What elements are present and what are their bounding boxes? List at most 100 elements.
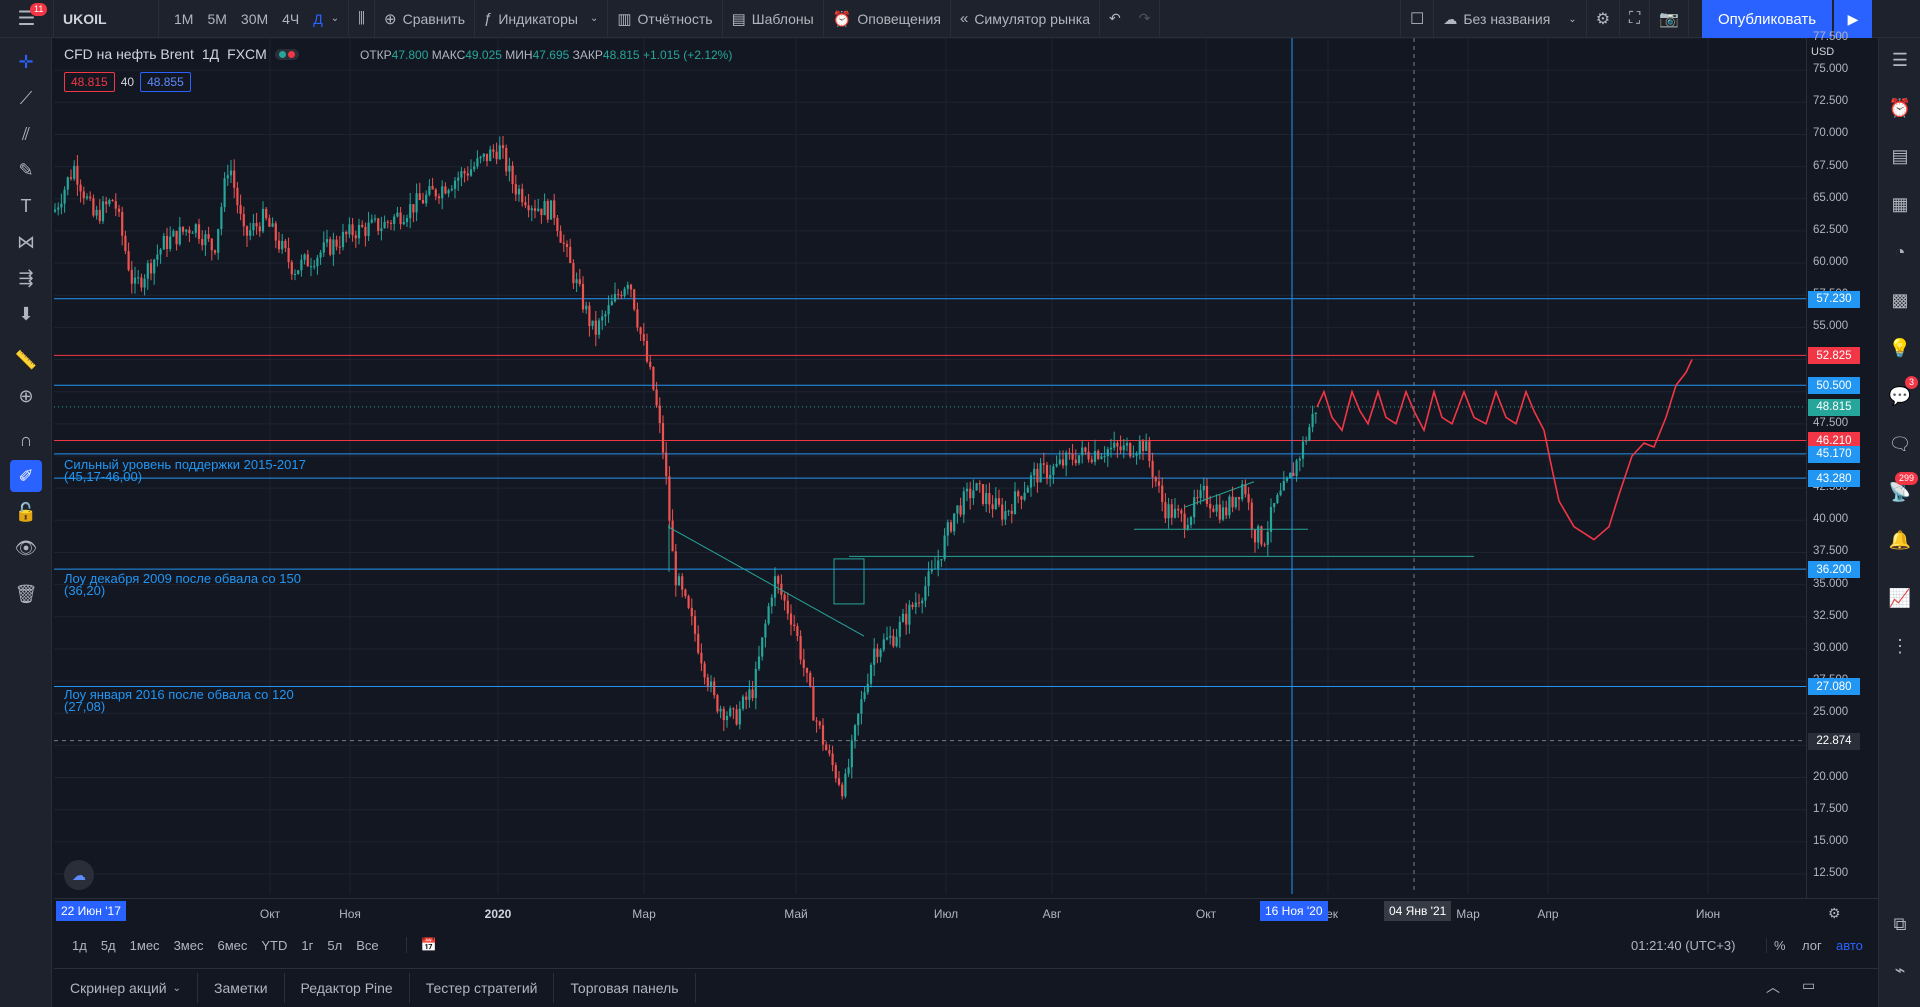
goto-date-icon[interactable]: 📅 [405,937,444,953]
range-all[interactable]: Все [356,937,379,953]
price-axis[interactable]: USD 77.500 75.000 72.500 70.000 67.500 65.000… [1806,31,1878,898]
tf-30m[interactable]: 30M [240,10,269,27]
layout-select-button[interactable]: ☐ [1400,0,1435,38]
ask-price[interactable]: 48.855 [140,72,191,92]
maximize-icon[interactable]: ▭ [1802,977,1816,993]
price-label[interactable]: 52.825 [1808,347,1860,365]
chevron-down-icon[interactable]: ⌄ [330,13,340,24]
trash-icon[interactable]: 🗑 [14,583,38,604]
messages-icon[interactable]: 🗨 [1888,433,1912,454]
tf-1d[interactable]: Д [313,10,323,27]
market-status-icon[interactable] [274,48,299,60]
range-3m[interactable]: 3мес [173,937,204,953]
candle-body [674,551,677,586]
eye-icon[interactable]: 👁 [14,537,38,558]
range-6m[interactable]: 6мес [217,937,248,953]
crosshair-icon[interactable]: ✛ [18,51,34,72]
log-toggle[interactable]: лог [1802,937,1822,953]
range-ytd[interactable]: YTD [261,937,288,953]
settings-button[interactable]: ⚙ [1587,0,1621,38]
news-icon[interactable]: ▦ [1891,193,1909,214]
price-label[interactable]: 36.200 [1808,561,1860,579]
currency-label[interactable]: USD [1811,46,1835,58]
bid-price[interactable]: 48.815 [64,72,115,92]
pitchfork-icon[interactable]: ⫽ [21,123,31,144]
chat-icon[interactable]: 💬 3 [1884,376,1918,412]
text-icon[interactable]: T [20,195,32,216]
symbol-title[interactable]: CFD на нефть Brent [64,46,194,62]
price-chart[interactable] [54,38,1806,894]
streams-icon[interactable]: 📡 299 [1884,472,1918,508]
alerts-button[interactable]: ⏰ Оповещения [824,0,951,38]
support-annotation-1[interactable]: Сильный уровень поддержки 2015-2017 (45,… [64,458,306,483]
range-5y[interactable]: 5л [327,937,343,953]
symbol-search[interactable]: UKOIL [54,0,159,38]
tab-notes[interactable]: Заметки [198,973,285,1003]
compare-button[interactable]: ⊕ Сравнить [375,0,476,38]
arrow-down-icon[interactable]: ⬇ [18,303,34,324]
indicators-button[interactable]: ƒ Индикаторы ⌄ [475,0,609,38]
price-label[interactable]: 46.210 [1808,432,1860,450]
magnet-icon[interactable]: ∩ [19,429,33,450]
price-label[interactable]: 22.874 [1808,732,1860,750]
tf-4h[interactable]: 4Ч [282,10,300,27]
candle-body [789,613,793,625]
range-5d[interactable]: 5д [100,937,116,953]
layers-icon[interactable]: ⧉ [1893,913,1907,934]
tf-1m[interactable]: 1M [174,10,194,27]
zoom-in-icon[interactable]: ⊕ [18,385,34,406]
scripts-icon[interactable]: ⋮ [1891,635,1909,656]
hotlist-icon[interactable]: ◔ [1894,241,1906,262]
menu-button[interactable]: ☰ 11 [0,0,54,38]
price-label[interactable]: 50.500 [1808,377,1860,395]
play-icon[interactable]: ▶ [1834,0,1872,38]
calendar-icon[interactable]: ▩ [1891,289,1909,310]
publish-button[interactable]: Опубликовать [1702,0,1832,38]
lock-icon[interactable]: 🔓 [14,501,38,522]
data-window-icon[interactable]: ▤ [1891,145,1909,166]
reports-button[interactable]: ▥ Отчётность [608,0,723,38]
chevron-up-icon[interactable]: ︿ [1766,979,1780,995]
tab-strategy-tester[interactable]: Тестер стратегий [410,973,555,1003]
undo-icon[interactable]: ↶ [1108,10,1121,26]
replay-button[interactable]: « Симулятор рынка [951,0,1100,38]
ruler-icon[interactable]: 📏 [14,349,38,370]
price-label[interactable]: 57.230 [1808,290,1860,308]
pattern-icon[interactable]: ⋈ [17,231,35,252]
stay-in-drawing-icon[interactable]: ✐ [10,460,42,492]
templates-button[interactable]: ▤ Шаблоны [723,0,824,38]
trend-icon[interactable]: 📈 [1888,587,1912,608]
auto-toggle[interactable]: авто [1836,937,1863,953]
chart-type-button[interactable]: ⫼ [349,0,376,38]
range-1y[interactable]: 1г [301,937,314,953]
price-label[interactable]: 27.080 [1808,678,1860,696]
tf-5m[interactable]: 5M [207,10,227,27]
tradingview-logo-icon[interactable]: ☁ [64,860,94,890]
prediction-icon[interactable]: ⇶ [18,267,34,288]
range-1d[interactable]: 1д [72,937,87,953]
help-icon[interactable]: ⌁ [1894,959,1906,980]
tab-pine-editor[interactable]: Редактор Pine [285,973,410,1003]
redo-icon[interactable]: ↷ [1138,10,1151,26]
alarm-clock-icon[interactable]: ⏰ [1888,97,1912,118]
price-label[interactable]: 48.815 [1808,398,1860,416]
clock[interactable]: 01:21:40 (UTC+3) [1631,937,1736,953]
fullscreen-button[interactable]: ⛶ [1620,0,1651,38]
trend-line-icon[interactable]: ⟋ [19,87,33,108]
price-label[interactable]: 43.280 [1808,470,1860,488]
layout-name-button[interactable]: ☁ Без названия ⌄ [1434,0,1587,38]
time-axis[interactable]: ⚙ Окт Ноя 2020 Мар Май Июл Авг Окт Дек Мар Апр Июн 2… [54,898,1878,928]
tab-trading-panel[interactable]: Торговая панель [554,973,696,1003]
bell-icon[interactable]: 🔔 [1888,529,1912,550]
tab-stock-screener[interactable]: Скринер акций ⌄ [54,973,198,1003]
price-label[interactable]: 45.170 [1808,445,1860,463]
screenshot-button[interactable]: 📷 [1650,0,1690,38]
brush-icon[interactable]: ✎ [18,159,34,180]
watchlist-icon[interactable]: ☰ [1891,49,1909,70]
support-annotation-3[interactable]: Лоу января 2016 после обвала со 120 (27,… [64,688,294,713]
ideas-icon[interactable]: 💡 [1888,337,1912,358]
range-1m[interactable]: 1мес [129,937,160,953]
axis-settings-gear-icon[interactable]: ⚙ [1828,905,1841,921]
support-annotation-2[interactable]: Лоу декабря 2009 после обвала со 150 (36… [64,572,301,597]
percent-toggle[interactable]: % [1766,937,1793,953]
